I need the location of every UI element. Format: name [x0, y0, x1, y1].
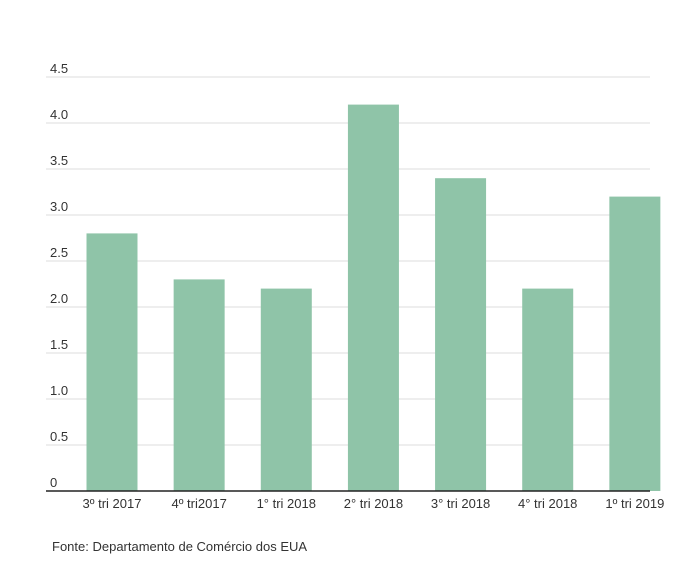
- x-axis-tick-labels: 3º tri 2017 4º tri2017 1° tri 2018 2° tri 2…: [83, 496, 665, 511]
- source-note: Fonte: Departamento de Comércio dos EUA: [52, 539, 308, 554]
- y-tick-label: 1.5: [50, 337, 68, 352]
- x-tick-label: 4° tri 2018: [518, 496, 577, 511]
- y-tick-label: 2.0: [50, 291, 68, 306]
- y-tick-label: 0.5: [50, 429, 68, 444]
- y-tick-label: 3.5: [50, 153, 68, 168]
- y-axis-tick-labels: 0 0.5 1.0 1.5 2.0 2.5 3.0 3.5 4.0 4.5: [50, 61, 68, 490]
- bar: [86, 233, 138, 491]
- bars: [86, 104, 661, 491]
- x-tick-label: 4º tri2017: [171, 496, 226, 511]
- y-tick-label: 4.0: [50, 107, 68, 122]
- y-tick-label: 0: [50, 475, 57, 490]
- x-tick-label: 1º tri 2019: [605, 496, 664, 511]
- x-tick-label: 3º tri 2017: [83, 496, 142, 511]
- bar: [347, 104, 399, 491]
- y-tick-label: 3.0: [50, 199, 68, 214]
- y-tick-label: 1.0: [50, 383, 68, 398]
- x-tick-label: 3° tri 2018: [431, 496, 490, 511]
- y-tick-label: 4.5: [50, 61, 68, 76]
- bar: [435, 178, 487, 491]
- bar: [173, 279, 225, 491]
- y-tick-label: 2.5: [50, 245, 68, 260]
- bar: [260, 288, 312, 491]
- x-tick-label: 1° tri 2018: [257, 496, 316, 511]
- x-tick-label: 2° tri 2018: [344, 496, 403, 511]
- bar: [522, 288, 574, 491]
- bar: [609, 196, 661, 491]
